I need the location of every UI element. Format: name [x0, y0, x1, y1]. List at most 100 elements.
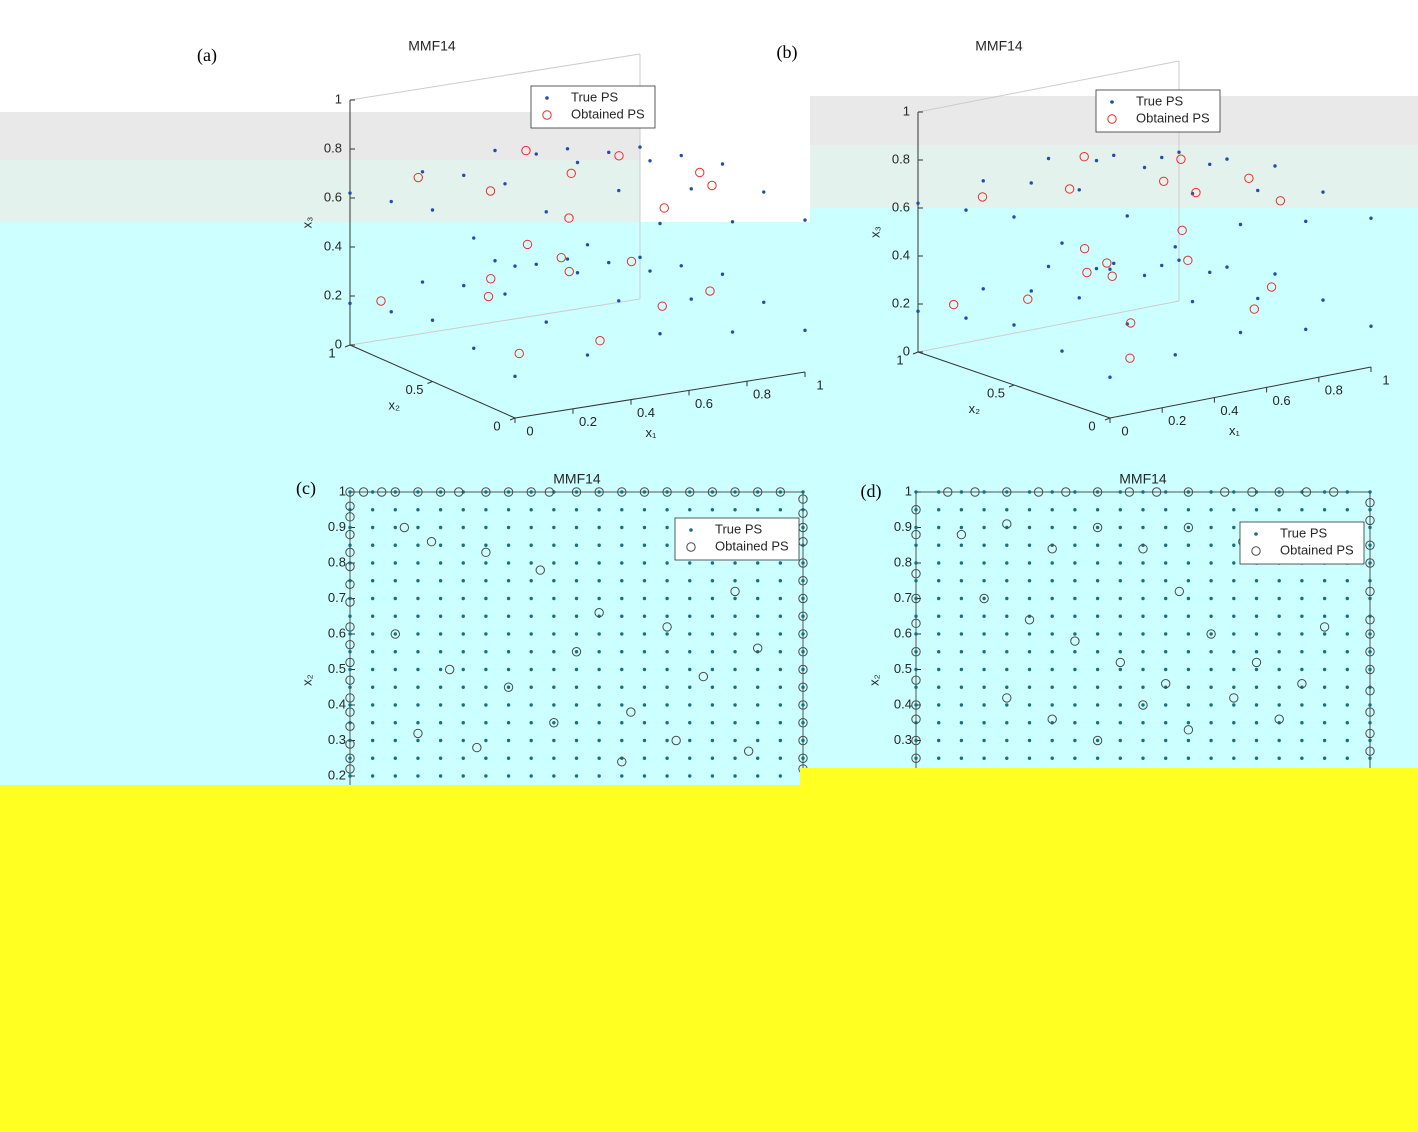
- point: [1070, 636, 1080, 646]
- point: [1118, 667, 1123, 672]
- point: [416, 774, 420, 778]
- point: [1060, 241, 1064, 245]
- point: [438, 685, 443, 689]
- point: [1368, 579, 1372, 583]
- point: [1108, 375, 1112, 379]
- point: [1322, 756, 1327, 760]
- point: [345, 657, 355, 668]
- point: [529, 596, 533, 601]
- point: [778, 738, 783, 743]
- point: [597, 650, 601, 654]
- point: [977, 192, 988, 202]
- point: [484, 543, 488, 547]
- point: [1160, 263, 1164, 268]
- point: [803, 328, 807, 333]
- point: [982, 650, 986, 654]
- point: [416, 703, 420, 707]
- point: [1012, 215, 1016, 219]
- point: [461, 614, 465, 618]
- point: [345, 547, 355, 558]
- point: [710, 650, 715, 654]
- point: [979, 593, 989, 604]
- point: [1095, 508, 1100, 512]
- y-tick-label: 0.9: [328, 519, 346, 534]
- point: [1046, 156, 1051, 161]
- point: [911, 505, 921, 515]
- point: [574, 508, 579, 512]
- point: [574, 614, 579, 618]
- point: [710, 579, 715, 583]
- point: [1209, 508, 1213, 512]
- point: [762, 190, 766, 194]
- point: [1345, 738, 1350, 743]
- legend-marker: [686, 542, 696, 552]
- point: [1254, 703, 1259, 707]
- point: [642, 756, 647, 760]
- point: [710, 561, 715, 565]
- point: [1126, 318, 1136, 328]
- point: [370, 774, 375, 778]
- legend-marker: [545, 96, 549, 100]
- point: [1023, 294, 1033, 304]
- y-tick-label: 0.3: [894, 732, 912, 747]
- point: [1190, 299, 1195, 304]
- point: [1029, 289, 1033, 293]
- point: [345, 675, 355, 685]
- point: [665, 614, 669, 618]
- point: [484, 650, 488, 654]
- band: [0, 785, 1418, 1132]
- point: [943, 487, 953, 497]
- point: [778, 490, 783, 494]
- point: [665, 756, 669, 760]
- point: [1073, 579, 1077, 583]
- point: [393, 667, 397, 672]
- point: [1232, 703, 1236, 707]
- x-tick-label: 0.6: [695, 396, 713, 411]
- point: [1095, 525, 1100, 530]
- point: [597, 721, 601, 725]
- z-tick-label: 0.4: [892, 247, 910, 262]
- point: [982, 614, 986, 618]
- point: [688, 490, 692, 494]
- point: [1232, 543, 1236, 547]
- point: [1254, 508, 1259, 512]
- point: [348, 191, 352, 195]
- point: [1368, 650, 1372, 654]
- point: [662, 487, 672, 497]
- point: [1005, 614, 1009, 618]
- point: [1368, 596, 1372, 601]
- point: [778, 721, 783, 725]
- point: [665, 525, 669, 530]
- point: [377, 487, 387, 497]
- y-tick-label: 0.6: [328, 625, 346, 640]
- point: [1141, 614, 1145, 618]
- point: [671, 735, 681, 746]
- point: [1095, 490, 1100, 494]
- point: [1027, 721, 1032, 725]
- point: [1005, 543, 1009, 547]
- point: [1183, 522, 1194, 533]
- point: [798, 508, 808, 518]
- point: [710, 614, 715, 618]
- z-tick-label: 0.4: [324, 238, 342, 253]
- point: [665, 667, 669, 672]
- point: [937, 756, 941, 760]
- point: [620, 614, 624, 618]
- point: [959, 561, 964, 565]
- point: [1118, 685, 1123, 689]
- point: [1005, 703, 1009, 707]
- point: [503, 487, 514, 497]
- point: [1118, 703, 1123, 707]
- point: [1365, 728, 1375, 739]
- point: [1300, 756, 1304, 760]
- y-tick-label: 0.4: [328, 696, 346, 711]
- point: [438, 774, 443, 778]
- point: [1300, 614, 1304, 618]
- point: [597, 596, 601, 601]
- point: [345, 753, 355, 763]
- y-tick-label: 0: [1088, 418, 1095, 433]
- point: [914, 756, 918, 760]
- point: [345, 707, 355, 717]
- point: [665, 703, 669, 707]
- box-edge: [349, 298, 641, 346]
